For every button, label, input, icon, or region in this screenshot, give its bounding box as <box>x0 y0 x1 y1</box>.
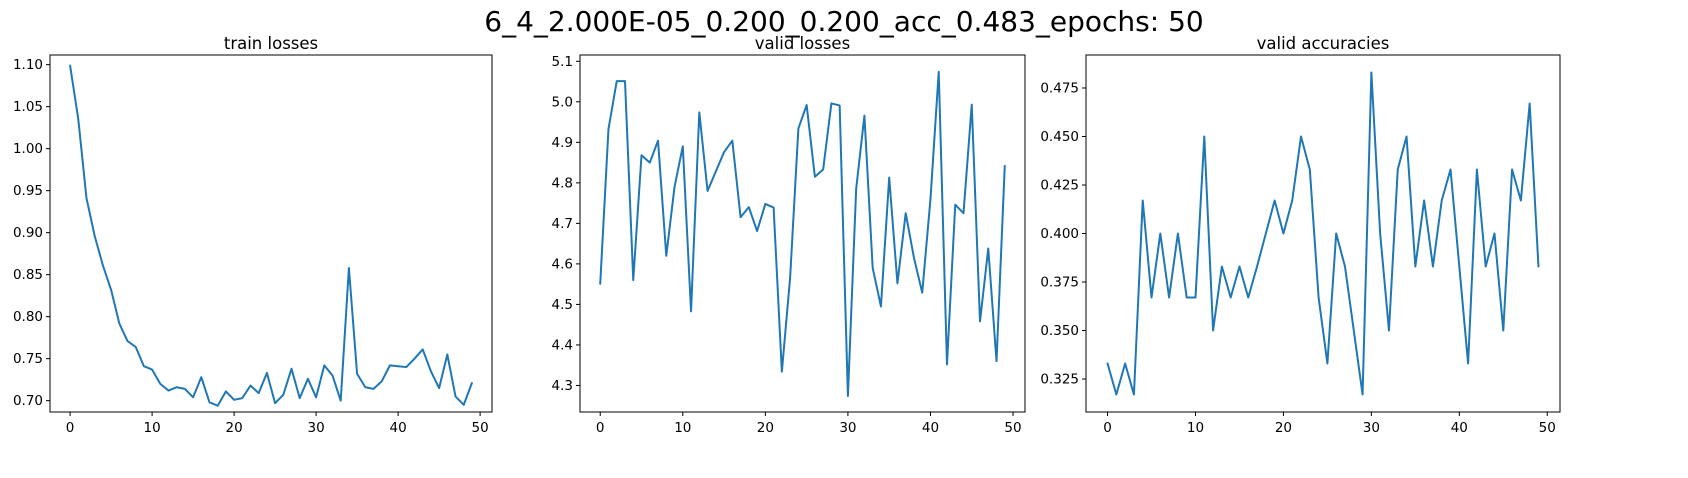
x-tick-label: 40 <box>1451 420 1468 436</box>
subplot-title: train losses <box>224 34 318 53</box>
x-tick-label: 0 <box>596 420 605 436</box>
x-tick-label: 20 <box>757 420 774 436</box>
y-tick-label: 0.90 <box>13 225 43 241</box>
y-tick-label: 1.05 <box>13 99 43 115</box>
y-tick-label: 4.9 <box>552 135 573 151</box>
y-tick-label: 0.70 <box>13 393 43 409</box>
y-tick-label: 0.325 <box>1040 372 1079 388</box>
series-line <box>1106 71 1540 396</box>
y-tick-label: 4.7 <box>552 216 573 232</box>
y-tick-label: 0.75 <box>13 351 43 367</box>
y-tick-label: 0.80 <box>13 309 43 325</box>
x-tick-label: 0 <box>1103 420 1112 436</box>
x-tick-label: 0 <box>66 420 75 436</box>
subplot-1: valid losses 0 10 20 30 40 50 4.3 4.4 4.5 4.6 4.7 4.… <box>552 34 1026 436</box>
x-tick-label: 50 <box>1539 420 1556 436</box>
y-tick-label: 0.350 <box>1040 323 1079 339</box>
x-tick-label: 30 <box>839 420 856 436</box>
y-tick-label: 1.00 <box>13 141 43 157</box>
x-tick-label: 30 <box>308 420 325 436</box>
subplot-panels: train losses 0 10 20 30 40 50 0.70 0.75 0.80 0.85 0… <box>13 34 1561 436</box>
y-tick-label: 5.1 <box>552 54 573 70</box>
x-tick-label: 20 <box>1275 420 1292 436</box>
y-tick-label: 0.425 <box>1040 177 1079 193</box>
y-tick-label: 0.95 <box>13 183 43 199</box>
y-tick-label: 1.10 <box>13 57 43 73</box>
x-tick-label: 50 <box>1004 420 1021 436</box>
axes-frame <box>579 54 1026 413</box>
y-tick-label: 4.6 <box>552 256 573 272</box>
y-tick-label: 5.0 <box>552 94 573 110</box>
x-tick-label: 50 <box>472 420 489 436</box>
x-tick-label: 10 <box>674 420 691 436</box>
x-tick-label: 10 <box>1187 420 1204 436</box>
y-tick-label: 0.375 <box>1040 275 1079 291</box>
y-tick-label: 4.8 <box>552 175 573 191</box>
figure-suptitle: 6_4_2.000E-05_0.200_0.200_acc_0.483_epoc… <box>484 5 1203 38</box>
y-tick-label: 4.4 <box>552 337 573 353</box>
x-tick-label: 10 <box>144 420 161 436</box>
subplot-title: valid losses <box>755 34 850 53</box>
series-line <box>599 70 1006 397</box>
y-tick-label: 4.3 <box>552 378 573 394</box>
y-tick-label: 0.450 <box>1040 129 1079 145</box>
x-tick-label: 30 <box>1363 420 1380 436</box>
y-tick-label: 0.400 <box>1040 226 1079 242</box>
x-tick-label: 40 <box>922 420 939 436</box>
x-tick-label: 20 <box>226 420 243 436</box>
axes-frame <box>49 54 493 413</box>
subplot-2: valid accuracies 0 10 20 30 40 50 0.325 0.350 0.3… <box>1040 34 1561 436</box>
y-tick-label: 0.475 <box>1040 80 1079 96</box>
subplot-0: train losses 0 10 20 30 40 50 0.70 0.75 0.80 0.85 0… <box>13 34 493 436</box>
subplot-title: valid accuracies <box>1257 34 1390 53</box>
x-tick-label: 40 <box>390 420 407 436</box>
y-tick-label: 0.85 <box>13 267 43 283</box>
y-tick-label: 4.5 <box>552 297 573 313</box>
series-line <box>69 64 473 407</box>
